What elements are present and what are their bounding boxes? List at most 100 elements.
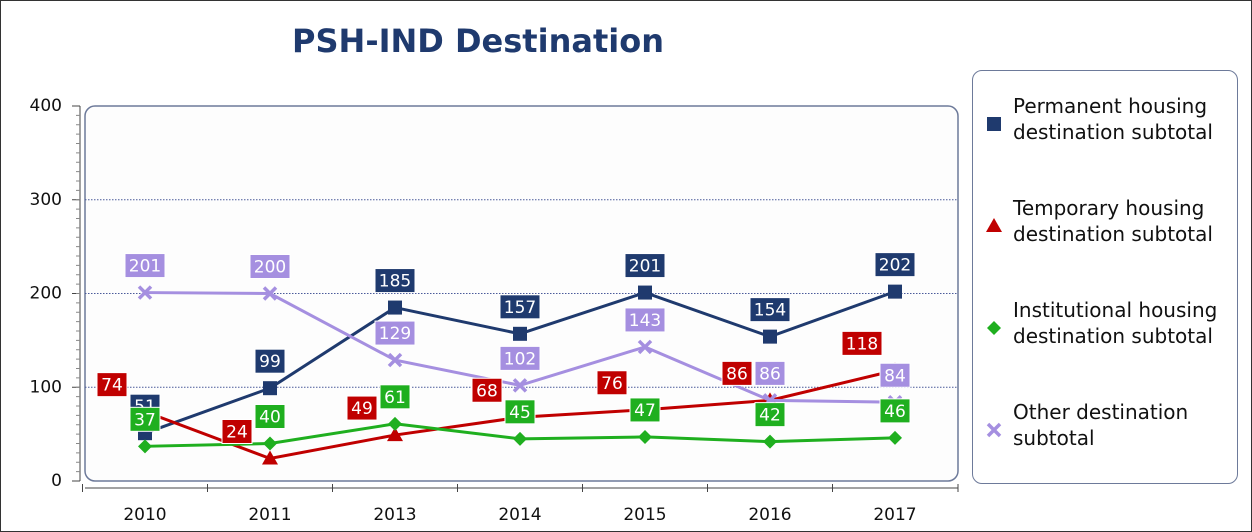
data-label: 118 — [846, 334, 878, 354]
legend-icon — [986, 422, 1002, 438]
data-label: 154 — [754, 301, 786, 321]
data-label: 201 — [629, 257, 661, 277]
chart-title: PSH-IND Destination — [292, 22, 664, 60]
data-label-box — [629, 397, 661, 423]
data-label-box — [471, 377, 503, 403]
legend-icon — [987, 117, 1001, 131]
marker — [387, 427, 403, 442]
legend-icon — [986, 218, 1002, 232]
data-label: 49 — [351, 399, 373, 419]
data-label: 46 — [884, 402, 906, 422]
x-tick-label: 2013 — [373, 505, 416, 525]
marker — [388, 416, 402, 431]
data-label-box — [221, 419, 253, 444]
data-label: 201 — [129, 257, 161, 277]
data-label-box — [879, 398, 911, 424]
legend-label: Temporary housing destination subtotal — [1013, 196, 1213, 246]
data-label-box — [721, 360, 753, 386]
x-tick-label: 2016 — [748, 505, 791, 525]
data-label-box — [624, 307, 666, 333]
marker — [763, 329, 777, 344]
data-label: 37 — [134, 410, 156, 430]
data-label: 99 — [259, 352, 281, 372]
legend-icon — [987, 321, 1001, 335]
marker — [262, 286, 278, 301]
data-label-box — [499, 345, 541, 371]
legend-marker — [987, 321, 1001, 335]
y-tick-label: 100 — [30, 377, 62, 397]
x-tick-label: 2010 — [123, 505, 166, 525]
data-label-box — [499, 294, 541, 320]
legend-label: Permanent housing destination subtotal — [1013, 94, 1213, 144]
data-label-box — [374, 320, 416, 346]
x-tick-label: 2017 — [873, 505, 916, 525]
data-label: 47 — [634, 401, 656, 421]
data-label: 24 — [226, 423, 248, 443]
y-tick-label: 0 — [51, 471, 62, 491]
data-label-box — [124, 253, 166, 279]
legend-item: Temporary housing destination subtotal — [983, 181, 1233, 271]
data-label-box — [504, 399, 536, 425]
data-label-box — [596, 370, 628, 396]
legend-item: Other destination subtotal — [983, 385, 1233, 475]
marker — [513, 431, 527, 446]
marker — [888, 430, 902, 445]
data-label-box — [841, 330, 883, 356]
marker — [513, 326, 527, 341]
marker — [137, 285, 153, 300]
marker — [138, 439, 152, 454]
x-tick-label: 2015 — [623, 505, 666, 525]
data-label: 42 — [759, 406, 781, 426]
data-label-box — [346, 395, 378, 421]
data-label: 84 — [884, 366, 906, 386]
legend-item: Institutional housing destination subtot… — [983, 283, 1233, 373]
x-tick-label: 2011 — [248, 505, 291, 525]
marker — [888, 284, 902, 299]
x-tick-label: 2014 — [498, 505, 541, 525]
data-label-box — [254, 404, 286, 429]
data-label: 102 — [504, 349, 536, 369]
data-label: 143 — [629, 311, 661, 331]
data-label-box — [374, 268, 416, 294]
data-label-box — [254, 348, 286, 374]
data-label-box — [96, 372, 128, 398]
data-label: 202 — [879, 256, 911, 276]
data-label: 68 — [476, 381, 498, 401]
data-label-box — [129, 406, 161, 432]
data-label-box — [874, 252, 916, 278]
marker — [262, 450, 278, 465]
data-label: 61 — [384, 388, 406, 408]
data-label: 185 — [379, 272, 411, 292]
legend-item: Permanent housing destination subtotal — [983, 79, 1233, 169]
marker — [512, 378, 528, 393]
data-label: 45 — [509, 403, 531, 423]
legend: Permanent housing destination subtotal Te… — [972, 70, 1238, 484]
legend-marker — [986, 218, 1002, 232]
data-label: 74 — [101, 376, 123, 396]
legend-marker — [987, 117, 1001, 131]
marker — [638, 429, 652, 444]
data-label-box — [249, 254, 291, 279]
data-label-box — [754, 402, 786, 428]
legend-label: Other destination subtotal — [1013, 400, 1189, 450]
marker — [638, 285, 652, 300]
data-label-box — [879, 362, 911, 388]
y-tick-label: 300 — [30, 190, 62, 210]
y-tick-label: 200 — [30, 284, 62, 304]
marker — [387, 352, 403, 368]
marker — [388, 300, 402, 315]
data-label-box — [749, 297, 791, 323]
legend-label: Institutional housing destination subtot… — [1013, 298, 1218, 348]
data-label-box — [379, 384, 411, 410]
data-label: 86 — [759, 364, 781, 384]
marker — [263, 436, 277, 451]
legend-marker — [986, 422, 1002, 438]
marker — [263, 381, 277, 396]
marker — [637, 339, 653, 355]
data-label: 129 — [379, 324, 411, 344]
data-label: 76 — [601, 374, 623, 394]
marker — [763, 434, 777, 449]
y-tick-label: 400 — [30, 96, 62, 116]
